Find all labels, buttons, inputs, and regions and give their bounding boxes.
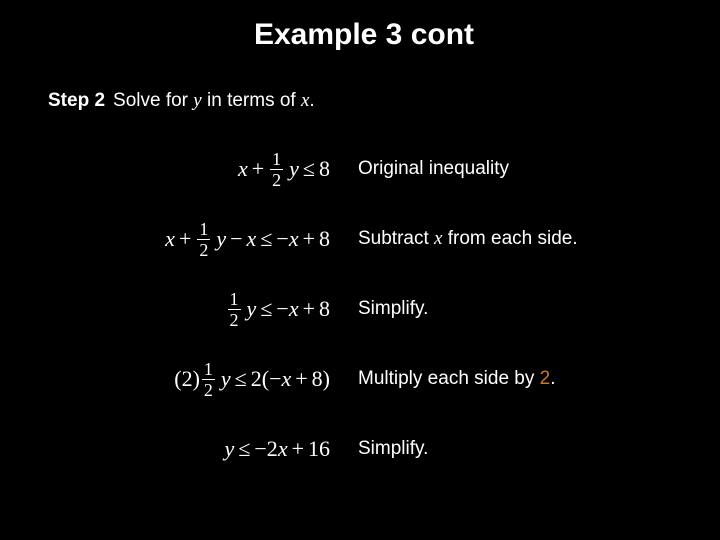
step-text-1: Solve for (113, 90, 193, 111)
step-text-3: . (309, 90, 314, 111)
explanation-text: Original inequality (358, 158, 680, 180)
derivation-row: y≤−2x+16Simplify. (48, 414, 680, 484)
explanation-text: Subtract x from each side. (358, 228, 680, 250)
explanation-text: Simplify. (358, 298, 680, 320)
derivation-row: x+12y≤8Original inequality (48, 134, 680, 204)
math-expression: x+12y−x≤−x+8 (48, 220, 358, 259)
derivation-row: (2)12y≤2(−x+8)Multiply each side by 2. (48, 344, 680, 414)
slide-title: Example 3 cont (48, 18, 680, 52)
math-expression: x+12y≤8 (48, 150, 358, 189)
step-text-2: in terms of (202, 90, 301, 111)
derivation-row: x+12y−x≤−x+8Subtract x from each side. (48, 204, 680, 274)
step-label: Step 2 (48, 90, 105, 111)
derivation-row: 12y≤−x+8Simplify. (48, 274, 680, 344)
math-expression: y≤−2x+16 (48, 436, 358, 462)
step-var-y: y (193, 90, 201, 111)
explanation-text: Simplify. (358, 438, 680, 460)
slide: Example 3 cont Step 2 Solve for y in term… (0, 0, 720, 540)
math-expression: (2)12y≤2(−x+8) (48, 360, 358, 399)
explanation-text: Multiply each side by 2. (358, 368, 680, 390)
rows-container: x+12y≤8Original inequalityx+12y−x≤−x+8Su… (48, 134, 680, 484)
step-line: Step 2Solve for y in terms of x. (48, 90, 680, 112)
math-expression: 12y≤−x+8 (48, 290, 358, 329)
